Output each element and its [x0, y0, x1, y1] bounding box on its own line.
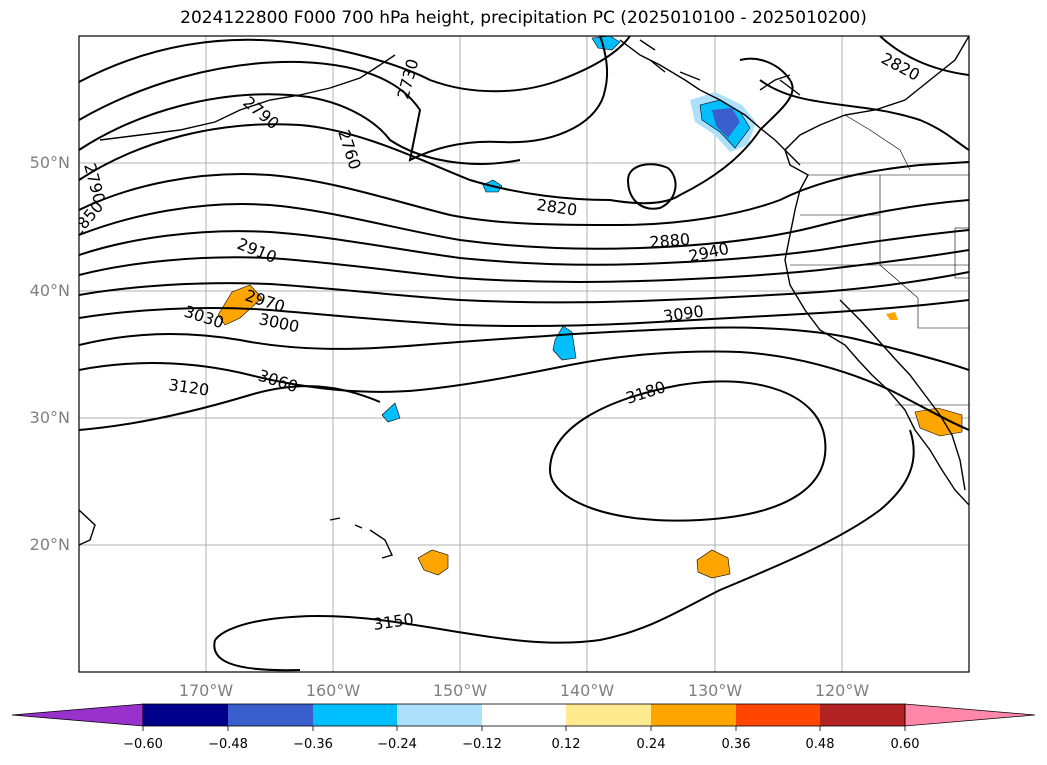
map-plot-area: [79, 36, 969, 672]
lon-label: 130°W: [687, 681, 743, 700]
colorbar-segment: [566, 704, 651, 726]
precip-positive-area: [417, 549, 449, 576]
precip-positive-area: [696, 549, 731, 579]
colorbar-segment: [228, 704, 313, 726]
map-border: [78, 35, 970, 673]
lat-label: 40°N: [29, 281, 70, 300]
coastlines: [79, 36, 969, 559]
colorbar-tick-label: −0.36: [293, 737, 333, 752]
colorbar-segment: [820, 704, 905, 726]
colorbar-tick-label: 0.12: [551, 737, 581, 752]
contour-label: 2880: [649, 230, 691, 252]
colorbar-tick-label: −0.60: [123, 737, 163, 752]
lon-label: 160°W: [305, 681, 361, 700]
precip-positive-area: [217, 284, 263, 326]
political-borders: [790, 114, 969, 406]
colorbar-segment: [313, 704, 397, 726]
lon-label: 150°W: [432, 681, 488, 700]
colorbar-tick-label: −0.24: [377, 737, 417, 752]
colorbar-segment: [651, 704, 736, 726]
height-contours: [79, 36, 969, 672]
map-title: 2024122800 F000 700 hPa height, precipit…: [180, 8, 867, 28]
precip-positive-area: [886, 312, 898, 320]
colorbar-tick-label: −0.48: [208, 737, 248, 752]
lat-label: 50°N: [29, 153, 70, 172]
lon-label: 120°W: [814, 681, 870, 700]
colorbar: [11, 703, 1036, 731]
colorbar-segment: [482, 704, 566, 726]
colorbar-tick-label: 0.24: [636, 737, 666, 752]
lon-label: 170°W: [178, 681, 234, 700]
colorbar-tick-label: 0.36: [721, 737, 751, 752]
precip-positive-area: [914, 407, 963, 437]
colorbar-segment: [397, 704, 482, 726]
colorbar-extend-low: [11, 703, 144, 727]
precip-areas: [217, 36, 963, 579]
colorbar-tick-label: 0.48: [805, 737, 835, 752]
lat-label: 20°N: [29, 535, 70, 554]
lon-label: 140°W: [559, 681, 615, 700]
precip-negative-area: [381, 402, 401, 423]
colorbar-segment: [736, 704, 820, 726]
colorbar-segment: [143, 704, 228, 726]
colorbar-tick-label: −0.12: [462, 737, 502, 752]
colorbar-tick-label: 0.60: [890, 737, 920, 752]
colorbar-extend-high: [904, 703, 1036, 727]
precip-negative-area: [712, 108, 740, 138]
lat-label: 30°N: [29, 408, 70, 427]
